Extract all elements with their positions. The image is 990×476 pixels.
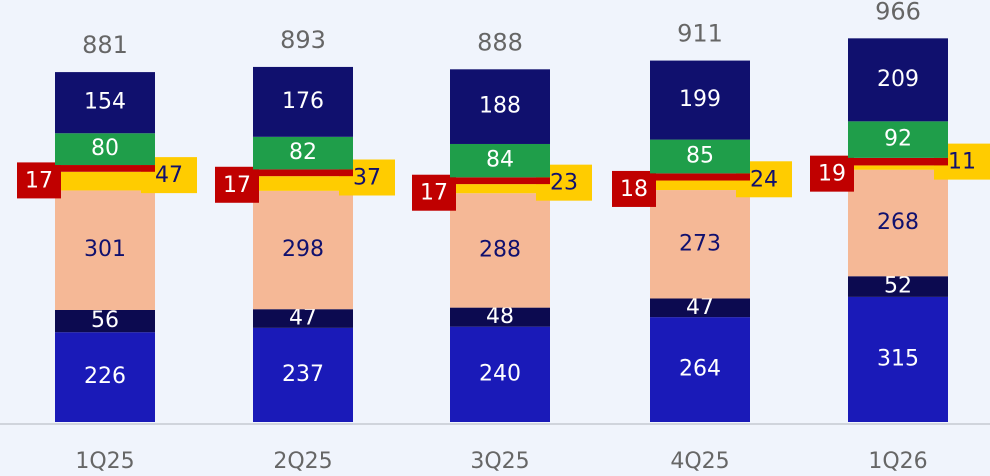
bar-segment [55, 165, 155, 172]
value-label: 199 [679, 87, 721, 112]
x-tick-label: 4Q25 [670, 449, 729, 474]
value-label: 226 [84, 364, 126, 389]
value-label: 288 [479, 237, 521, 262]
total-label: 881 [82, 31, 128, 59]
x-tick-label: 1Q26 [868, 449, 927, 474]
bar-segment [450, 326, 550, 422]
total-label: 893 [280, 26, 326, 54]
value-label: 18 [620, 177, 648, 202]
value-label: 80 [91, 136, 119, 161]
value-label: 154 [84, 90, 126, 115]
bar-segment [253, 327, 353, 422]
value-label: 24 [750, 167, 778, 192]
bar-segment [450, 69, 550, 144]
label-box [612, 170, 656, 207]
bar-segment [450, 184, 550, 194]
value-label: 85 [686, 143, 714, 168]
bar-segment [55, 133, 155, 166]
bar-segment [450, 307, 550, 327]
value-label: 237 [282, 362, 324, 387]
total-label: 966 [875, 0, 921, 25]
bar-segment [253, 309, 353, 328]
label-box [17, 162, 61, 199]
value-label: 17 [223, 173, 251, 198]
value-label: 209 [877, 67, 919, 92]
bar-segment [55, 190, 155, 310]
x-tick-label: 2Q25 [273, 449, 332, 474]
bar-segment [55, 72, 155, 134]
bar-segment [650, 139, 750, 174]
value-label: 48 [486, 304, 514, 329]
bar-segment [848, 157, 948, 166]
bar-segment [848, 296, 948, 422]
value-label: 17 [420, 181, 448, 206]
bar-segment [650, 298, 750, 318]
bar-segment [848, 38, 948, 122]
bar-segment [253, 66, 353, 137]
value-label: 56 [91, 308, 119, 333]
bar-segment [848, 169, 948, 277]
bar-segment [450, 193, 550, 308]
value-label: 273 [679, 231, 721, 256]
bar-segment [55, 171, 155, 191]
bar-segment [253, 190, 353, 310]
value-label: 315 [877, 346, 919, 371]
value-label: 264 [679, 357, 721, 382]
value-label: 268 [877, 210, 919, 235]
label-box [215, 166, 259, 203]
bar-segment [55, 332, 155, 422]
label-box [412, 174, 456, 211]
value-label: 176 [282, 89, 324, 114]
value-label: 23 [550, 171, 578, 196]
value-label: 188 [479, 94, 521, 119]
x-tick-label: 1Q25 [75, 449, 134, 474]
value-label: 47 [155, 163, 183, 188]
value-label: 17 [25, 168, 53, 193]
value-label: 47 [289, 306, 317, 331]
bar-segment [253, 136, 353, 170]
bar-segment [848, 165, 948, 170]
label-box [810, 155, 854, 192]
value-label: 37 [353, 165, 381, 190]
value-label: 19 [818, 162, 846, 187]
value-label: 11 [948, 150, 976, 175]
value-label: 301 [84, 237, 126, 262]
value-label: 82 [289, 140, 317, 165]
value-label: 240 [479, 361, 521, 386]
bar-segment [253, 169, 353, 177]
value-label: 84 [486, 148, 514, 173]
bar-segment [650, 180, 750, 191]
bar-segment [55, 309, 155, 333]
value-label: 52 [884, 274, 912, 299]
bar-segment [253, 176, 353, 191]
bar-segment [848, 121, 948, 158]
total-label: 888 [477, 28, 523, 56]
value-label: 298 [282, 237, 324, 262]
x-tick-label: 3Q25 [470, 449, 529, 474]
bar-segment [848, 276, 948, 297]
bar-segment [650, 60, 750, 140]
bar-segment [450, 177, 550, 185]
bar-segment [650, 173, 750, 181]
value-label: 92 [884, 127, 912, 152]
bar-segment [450, 143, 550, 178]
bar-segment [650, 190, 750, 299]
bar-segment [650, 317, 750, 422]
value-label: 47 [686, 295, 714, 320]
total-label: 911 [677, 20, 723, 48]
